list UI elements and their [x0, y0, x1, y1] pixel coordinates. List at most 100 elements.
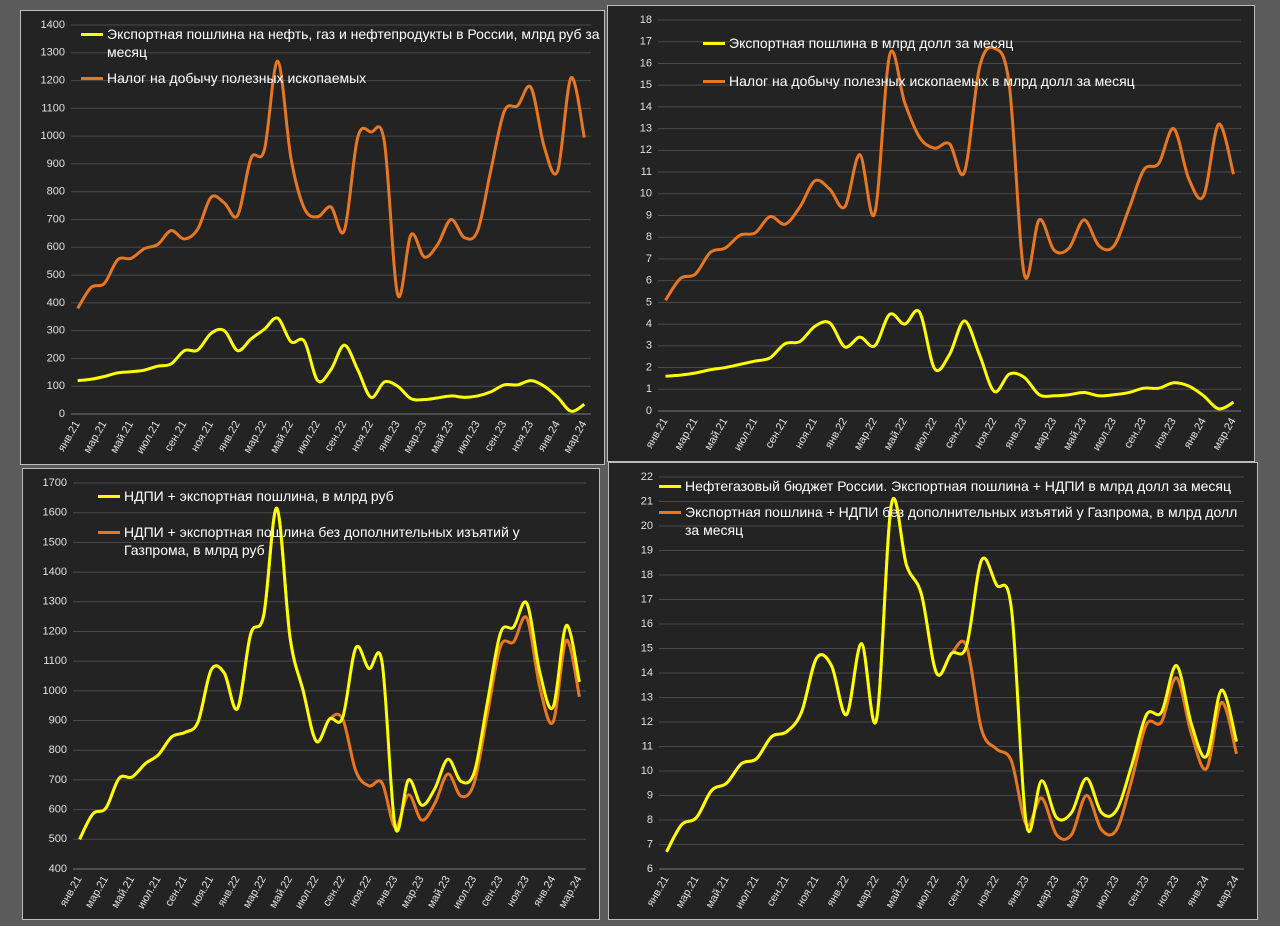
y-tick-label: 900	[49, 714, 67, 726]
y-tick-label: 18	[640, 14, 652, 26]
y-tick-label: 0	[646, 405, 652, 417]
series-line	[665, 497, 1238, 853]
legend-label: НДПИ + экспортная пошлина, в млрд руб	[124, 488, 394, 504]
x-tick-label: янв.22	[825, 874, 852, 909]
y-tick-label: 1400	[41, 19, 65, 31]
legend-label: Налог на добычу полезных ископаемых	[107, 70, 367, 86]
x-tick-label: сен.23	[1125, 874, 1152, 909]
x-tick-label: июл.21	[134, 419, 162, 456]
y-tick-label: 600	[49, 804, 67, 816]
legend-label: Экспортная пошлина на нефть, газ и нефте…	[107, 26, 600, 60]
y-tick-label: 7	[647, 838, 653, 850]
x-tick-label: янв.24	[536, 419, 563, 454]
y-tick-label: 700	[49, 774, 67, 786]
x-tick-label: май.21	[702, 416, 730, 452]
x-tick-label: июл.22	[913, 874, 941, 911]
x-tick-label: янв.22	[823, 416, 850, 451]
y-tick-label: 14	[640, 101, 652, 113]
x-tick-label: май.23	[1064, 874, 1092, 910]
y-tick-label: 13	[640, 123, 652, 135]
y-tick-label: 100	[47, 380, 65, 392]
series-line	[665, 309, 1235, 411]
x-tick-label: мар.22	[241, 874, 269, 910]
x-tick-label: май.22	[268, 419, 296, 455]
x-tick-label: мар.23	[399, 874, 427, 910]
y-tick-label: 1200	[41, 74, 65, 86]
x-tick-label: мар.23	[402, 419, 430, 455]
x-tick-label: июл.22	[911, 416, 939, 453]
y-tick-label: 12	[641, 716, 653, 728]
x-tick-label: янв.23	[373, 874, 400, 909]
x-tick-label: ноя.21	[189, 874, 216, 909]
y-tick-label: 8	[646, 231, 652, 243]
y-tick-label: 17	[641, 593, 653, 605]
y-tick-label: 400	[49, 863, 67, 875]
x-tick-label: ноя.23	[509, 419, 536, 454]
y-tick-label: 16	[641, 618, 653, 630]
y-tick-label: 400	[47, 297, 65, 309]
y-tick-label: 800	[49, 744, 67, 756]
series-line	[665, 497, 1238, 853]
series-line	[76, 59, 586, 310]
y-tick-label: 800	[47, 186, 65, 198]
x-tick-label: сен.23	[1122, 416, 1149, 451]
x-tick-label: мар.21	[673, 416, 701, 452]
legend-swatch	[81, 77, 103, 80]
x-tick-label: мар.24	[1214, 874, 1242, 910]
x-tick-label: июл.23	[1091, 416, 1119, 453]
legend-swatch	[81, 33, 103, 36]
y-tick-label: 13	[641, 691, 653, 703]
y-tick-label: 20	[641, 520, 653, 532]
legend: Нефтегазовый бюджет России. Экспортная п…	[659, 477, 1244, 545]
x-tick-label: май.21	[108, 419, 136, 455]
legend: Экспортная пошлина в млрд долл за месяц Н…	[703, 34, 1233, 96]
y-tick-label: 17	[640, 36, 652, 48]
y-tick-label: 900	[47, 158, 65, 170]
legend-item: Экспортная пошлина + НДПИ без дополнител…	[659, 503, 1244, 539]
x-tick-label: мар.24	[1211, 416, 1239, 452]
x-tick-label: сен.23	[479, 874, 506, 909]
legend-label: Нефтегазовый бюджет России. Экспортная п…	[685, 478, 1232, 494]
x-tick-label: ноя.23	[1154, 874, 1181, 909]
legend-item: НДПИ + экспортная пошлина без дополнител…	[98, 523, 578, 559]
x-tick-label: июл.23	[1093, 874, 1121, 911]
x-tick-label: янв.21	[644, 416, 671, 451]
y-tick-label: 1000	[41, 130, 65, 142]
x-tick-label: янв.24	[1182, 416, 1209, 451]
legend-label: Налог на добычу полезных ископаемых в мл…	[729, 73, 1135, 89]
x-tick-label: янв.23	[1005, 874, 1032, 909]
y-tick-label: 15	[640, 79, 652, 91]
x-tick-label: янв.24	[531, 874, 558, 909]
legend: Экспортная пошлина на нефть, газ и нефте…	[81, 25, 601, 93]
y-tick-label: 21	[641, 495, 653, 507]
chart: 0 100 200 300 400 500 600 700 800 900 1000 1100 1200…	[41, 19, 591, 456]
legend-item: Экспортная пошлина на нефть, газ и нефте…	[81, 25, 601, 61]
y-tick-label: 14	[641, 667, 653, 679]
legend-label: Экспортная пошлина в млрд долл за месяц	[729, 35, 1014, 51]
legend-item: Налог на добычу полезных ископаемых в мл…	[703, 72, 1233, 90]
legend-swatch	[98, 495, 120, 498]
x-tick-label: янв.22	[216, 419, 243, 454]
y-tick-label: 18	[641, 569, 653, 581]
series-line	[77, 316, 586, 413]
y-tick-label: 1	[646, 383, 652, 395]
y-tick-label: 6	[646, 275, 652, 287]
x-tick-label: сен.21	[763, 416, 790, 451]
x-tick-label: сен.23	[483, 419, 510, 454]
chart-panel: 6 7 8 9 10 11 12 13 14 15 16 17 18 19 20 21 22 янв.21 мар.…	[608, 462, 1258, 920]
x-tick-label: янв.23	[1002, 416, 1029, 451]
y-tick-label: 3	[646, 340, 652, 352]
x-tick-label: ноя.22	[974, 874, 1001, 909]
x-tick-label: мар.23	[1031, 416, 1059, 452]
x-tick-label: янв.21	[58, 874, 85, 909]
chart-panel: 400 500 600 700 800 900 1000 1100 1200 1300 1400 15…	[22, 468, 600, 920]
y-tick-label: 6	[647, 863, 653, 875]
y-tick-label: 9	[646, 209, 652, 221]
x-tick-label: май.21	[109, 874, 137, 910]
x-tick-label: мар.21	[83, 874, 111, 910]
chart-panel: 0 1 2 3 4 5 6 7 8 9 10 11 12 13 14 15 16 17 18 янв.21 мар.21…	[607, 5, 1255, 462]
y-tick-label: 5	[646, 296, 652, 308]
x-tick-label: ноя.21	[794, 874, 821, 909]
